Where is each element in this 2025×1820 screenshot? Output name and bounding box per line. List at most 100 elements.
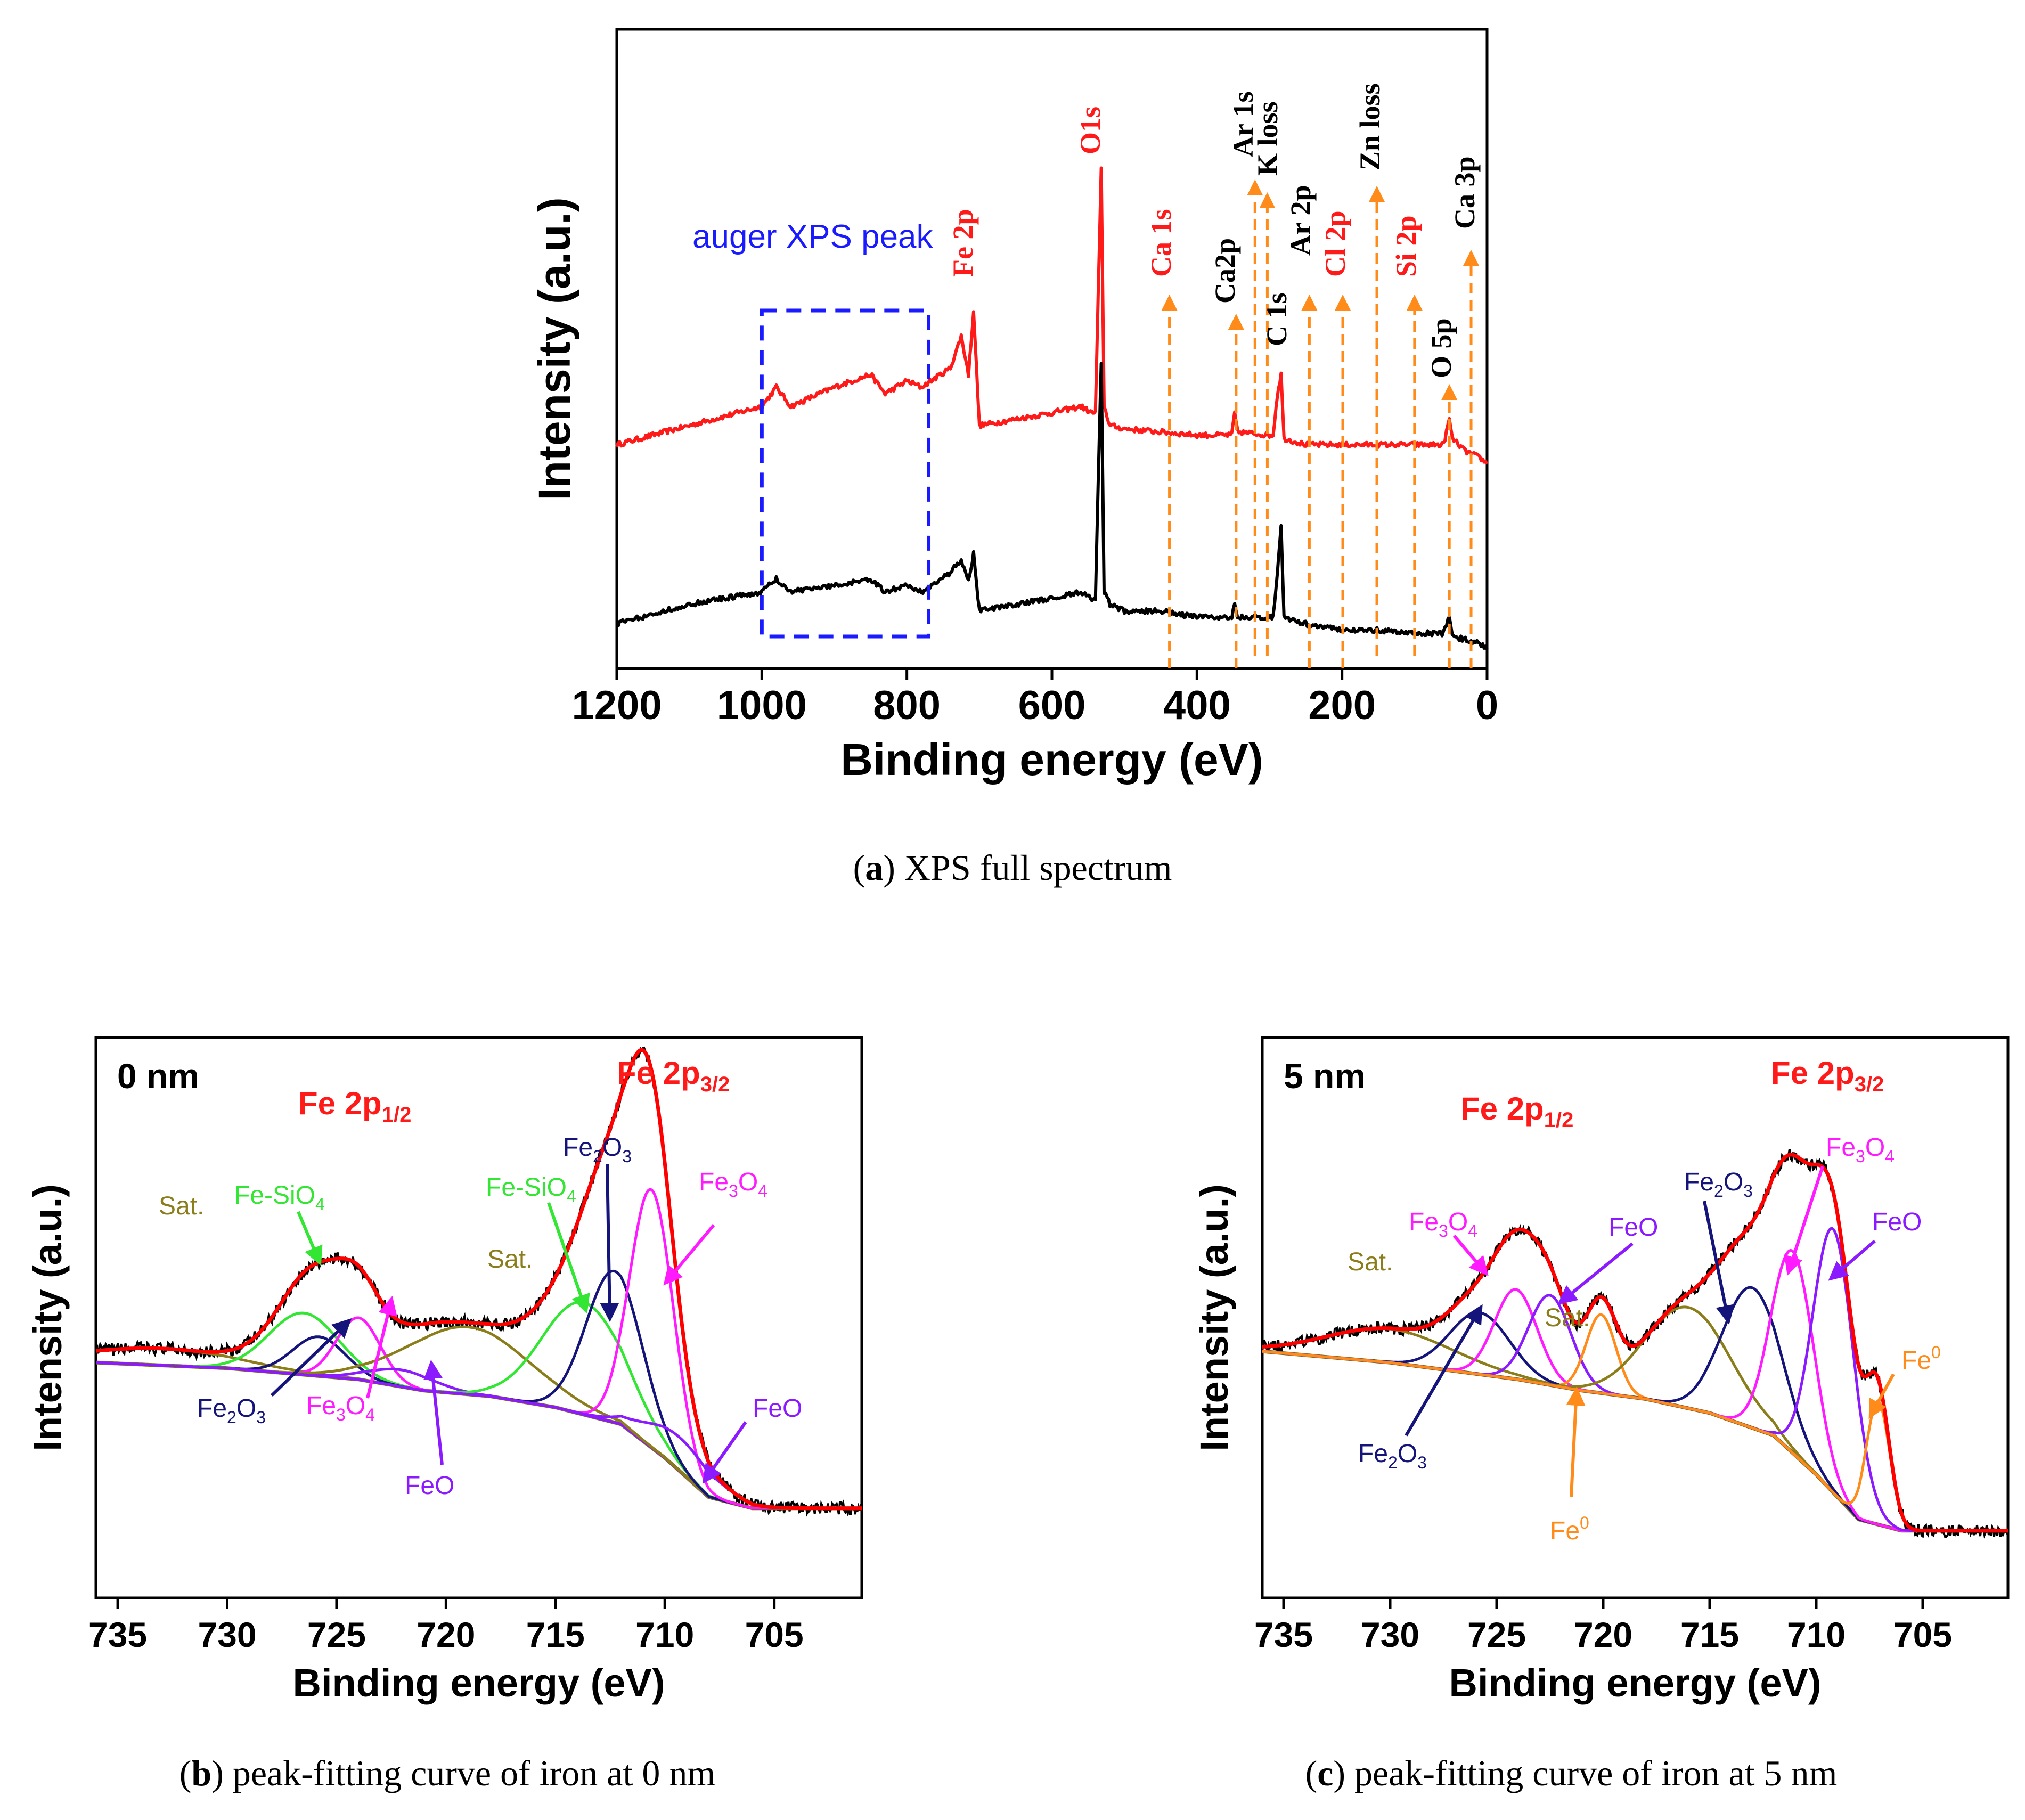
- x-tick-label: 1000: [717, 683, 807, 728]
- component-label: Fe3O4: [306, 1392, 375, 1424]
- label-arrow: [270, 1318, 352, 1397]
- x-tick-label: 730: [198, 1615, 256, 1654]
- panel-label: 5 nm: [1284, 1056, 1366, 1096]
- component-label: Sat.: [1348, 1248, 1393, 1276]
- label-arrow: [1703, 1201, 1735, 1325]
- component-label: Fe0: [1901, 1343, 1941, 1375]
- peak-label: Fe 2p: [947, 209, 979, 278]
- label-arrow: [663, 1224, 715, 1286]
- x-tick-label: 0: [1476, 683, 1498, 728]
- peak-label: Cl 2p: [1319, 210, 1351, 277]
- x-tick-label: 710: [635, 1615, 694, 1654]
- label-arrow: [1784, 1166, 1824, 1276]
- x-tick-label: 715: [1680, 1615, 1739, 1654]
- component-label: Fe3O4: [699, 1168, 767, 1201]
- peak-label: O1s: [1074, 107, 1106, 154]
- component-label: FeO: [753, 1394, 802, 1423]
- x-tick-label: 725: [307, 1615, 366, 1654]
- background-line: [96, 1360, 862, 1511]
- x-tick-label: 720: [1574, 1615, 1632, 1654]
- y-axis-label: Intensity (a.u.): [26, 1184, 70, 1451]
- header-fe2p32: Fe 2p3/2: [617, 1055, 730, 1096]
- caption-c: (c) peak-fitting curve of iron at 5 nm: [1305, 1753, 1838, 1793]
- label-arrow: [547, 1202, 590, 1314]
- x-tick-label: 710: [1787, 1615, 1846, 1654]
- component-label: Fe-SiO4: [234, 1181, 325, 1214]
- peak-label: Si 2p: [1390, 215, 1422, 277]
- fe-fit-5nm-chart: 735 730 725 720 715 710 705 Binding energy (eV)…: [1192, 1036, 2010, 1705]
- header-fe2p32: Fe 2p3/2: [1771, 1055, 1884, 1096]
- envelope-line: [95, 1048, 862, 1511]
- caption-a: (a) XPS full spectrum: [853, 847, 1172, 888]
- label-arrow: [1452, 1235, 1489, 1276]
- x-tick-label: 200: [1308, 683, 1376, 728]
- label-arrow: [702, 1421, 747, 1484]
- panel-label: 0 nm: [117, 1056, 199, 1096]
- header-fe2p12: Fe 2p1/2: [1460, 1091, 1573, 1132]
- component-label: FeO: [1608, 1213, 1658, 1242]
- peak-label: Ar 2p: [1285, 185, 1317, 256]
- peak-label: K loss: [1252, 101, 1284, 176]
- chart-a: 1200 1000 800 600 400 200 0 Binding energy (eV)…: [0, 0, 2025, 831]
- label-arrow: [297, 1211, 323, 1266]
- peak-label: Ca 3p: [1449, 156, 1481, 229]
- chart-c: 735 730 725 720 715 710 705 Binding energy (eV)…: [1012, 1001, 2025, 1705]
- label-arrow: [1828, 1239, 1876, 1281]
- component-label: Fe2O3: [1358, 1440, 1427, 1472]
- fe-fit-0nm-chart: 735 730 725 720 715 710 705 Binding energy (eV)…: [26, 1036, 863, 1705]
- x-tick-label: 725: [1467, 1615, 1526, 1654]
- component-label: Sat.: [159, 1192, 204, 1220]
- y-axis-label: Intensity (a.u.): [1192, 1184, 1236, 1451]
- peak-label: O 5p: [1425, 318, 1457, 378]
- peak-label: C 1s: [1261, 292, 1293, 346]
- caption-b: (b) peak-fitting curve of iron at 0 nm: [179, 1753, 716, 1793]
- auger-box: [760, 308, 931, 639]
- series-black-line: [616, 362, 1489, 650]
- component-label: Fe2O3: [1684, 1168, 1753, 1201]
- x-tick-label: 705: [745, 1615, 804, 1654]
- label-arrow: [600, 1163, 619, 1323]
- series-red-line: [615, 166, 1489, 465]
- component-sat--0: [95, 1346, 862, 1510]
- label-arrow: [1566, 1386, 1586, 1497]
- x-axis-label: Binding energy (eV): [1449, 1661, 1822, 1705]
- component-label: Fe-SiO4: [486, 1173, 576, 1206]
- x-tick-label: 800: [873, 683, 941, 728]
- plot-frame: [1261, 1036, 2010, 1599]
- raw-data-line: [95, 1046, 862, 1517]
- component-label: Sat.: [487, 1245, 533, 1274]
- x-tick-label: 715: [526, 1615, 585, 1654]
- header-fe2p12: Fe 2p1/2: [298, 1086, 411, 1127]
- component-label: Fe3O4: [1409, 1208, 1477, 1240]
- component-label: FeO: [1872, 1208, 1922, 1236]
- xps-full-spectrum-chart: 1200 1000 800 600 400 200 0 Binding energy (eV)…: [529, 28, 1498, 785]
- peak-label: Ca 1s: [1145, 209, 1177, 277]
- x-tick-label: 735: [1254, 1615, 1313, 1654]
- x-axis-label: Binding energy (eV): [293, 1661, 665, 1705]
- peak-label: Ar 1s: [1227, 91, 1259, 157]
- label-arrow: [423, 1359, 444, 1465]
- label-arrow: [366, 1296, 397, 1399]
- chart-b: 735 730 725 720 715 710 705 Binding energy (eV)…: [0, 1001, 1012, 1705]
- component-sat--0: [1262, 1327, 2008, 1532]
- x-tick-label: 1200: [571, 683, 662, 728]
- label-arrow: [1557, 1242, 1634, 1305]
- x-tick-label: 735: [88, 1615, 147, 1654]
- component-feo-4: [96, 1361, 862, 1510]
- component-label: Fe3O4: [1826, 1133, 1895, 1166]
- component-label: Fe0: [1550, 1513, 1589, 1545]
- y-axis-label: Intensity (a.u.): [529, 197, 579, 500]
- x-axis-label: Binding energy (eV): [840, 734, 1263, 785]
- component-label: FeO: [405, 1472, 454, 1500]
- component-feo-9: [96, 1361, 862, 1510]
- x-tick-label: 600: [1018, 683, 1086, 728]
- auger-label: auger XPS peak: [692, 218, 934, 255]
- peak-label: Zn loss: [1354, 83, 1386, 170]
- label-arrow: [1868, 1373, 1895, 1419]
- peak-label: Ca2p: [1209, 238, 1241, 304]
- x-tick-label: 400: [1163, 683, 1231, 728]
- x-tick-label: 705: [1893, 1615, 1952, 1654]
- label-arrow: [1405, 1304, 1483, 1437]
- x-tick-label: 730: [1361, 1615, 1419, 1654]
- component-label: Fe2O3: [197, 1394, 266, 1427]
